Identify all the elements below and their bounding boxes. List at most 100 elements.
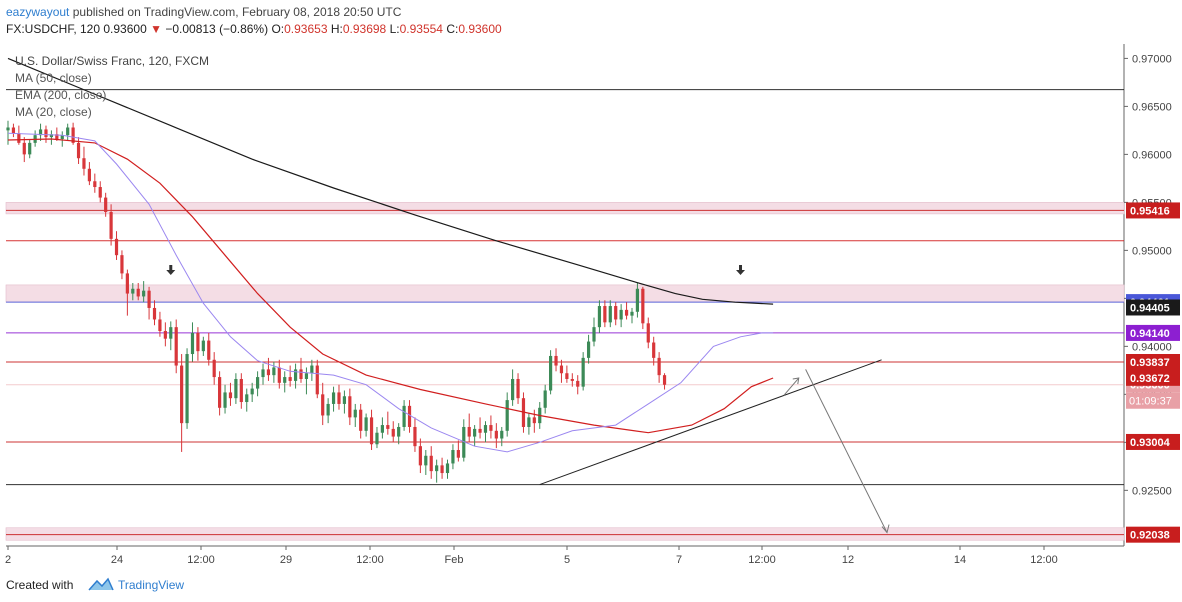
price-badge-text: 0.92038: [1130, 530, 1170, 542]
candle-body: [581, 357, 585, 387]
y-tick-label: 0.95000: [1132, 245, 1172, 257]
candle-body: [147, 290, 151, 308]
candle-body: [570, 378, 574, 381]
candle-body: [82, 158, 86, 169]
candle-body: [201, 340, 205, 352]
candle-body: [114, 238, 119, 256]
candle-body: [549, 355, 553, 391]
candle-body: [445, 463, 450, 474]
price-badge-bg: [1126, 299, 1180, 316]
x-tick-label: Feb: [445, 554, 464, 566]
candle-body: [293, 369, 298, 381]
legend-item-ma50[interactable]: MA (50, close): [15, 71, 92, 85]
candle-body: [11, 127, 16, 134]
candle-body: [532, 417, 536, 424]
candle-body: [22, 142, 26, 155]
candle-body: [288, 377, 292, 381]
candle-body: [299, 369, 303, 379]
price-badge-bg: [1126, 324, 1180, 341]
candle-body: [234, 378, 238, 399]
candle-body: [337, 392, 341, 404]
candle-body: [125, 273, 129, 294]
small-arrow-line: [783, 377, 800, 396]
symbol-label: FX:USDCHF, 120: [6, 22, 101, 36]
candle-body: [283, 377, 287, 383]
candle-body: [245, 394, 249, 403]
candle-body: [76, 142, 81, 159]
price-badge-text: 0.94405: [1130, 302, 1170, 314]
candle-body: [326, 403, 330, 416]
candle-body: [635, 288, 640, 312]
arrow-down-icon: [736, 265, 746, 275]
price-badge-bg: [1126, 433, 1180, 450]
candle-body: [272, 367, 276, 376]
candle-body: [624, 309, 629, 316]
candle-body: [662, 375, 667, 385]
legend-item-ema200[interactable]: EMA (200, close): [15, 88, 107, 102]
x-tick-label: 12: [842, 554, 854, 566]
candle-body: [131, 288, 135, 294]
open-label: O:: [271, 22, 285, 36]
candle-body: [218, 377, 222, 408]
candle-body: [489, 425, 493, 431]
candle-body: [71, 127, 75, 143]
tradingview-logo-icon[interactable]: [88, 576, 114, 592]
price-badge-bg: [1126, 202, 1180, 219]
candle-body: [310, 365, 314, 374]
published-text: published on TradingView.com, February 0…: [72, 5, 402, 19]
candle-body: [511, 378, 515, 401]
candle-body: [429, 455, 433, 472]
candle-body: [467, 426, 471, 437]
ma50-line: [7, 138, 774, 434]
high-label: H:: [330, 22, 343, 36]
candle-body: [239, 378, 243, 403]
sr-zone: [5, 284, 1125, 303]
author-link[interactable]: eazywayout: [6, 5, 70, 19]
candle-body: [592, 327, 596, 342]
candle-body: [369, 417, 374, 445]
ema200-line: [7, 57, 774, 305]
candle-body: [608, 306, 612, 323]
candle-body: [380, 425, 384, 433]
candle-body: [212, 359, 216, 378]
price-chart[interactable]: 0.970000.965000.960000.955000.950000.945…: [0, 42, 1182, 568]
price-badge-text: 0.95416: [1130, 205, 1170, 217]
candle-body: [597, 306, 602, 328]
candle-body: [109, 211, 113, 239]
candle-body: [402, 405, 406, 427]
candle-body: [49, 134, 54, 138]
candle-body: [152, 307, 157, 320]
price-badge-bg: [1126, 526, 1180, 543]
close-label: C:: [446, 22, 459, 36]
candle-body: [413, 426, 417, 447]
candle-body: [397, 426, 401, 437]
candle-body: [174, 327, 178, 366]
candle-body: [646, 323, 650, 343]
candle-body: [180, 365, 184, 424]
projection-arrow-head-icon: [881, 524, 890, 534]
projection-arrow-line: [805, 369, 888, 533]
candle-body: [473, 428, 477, 437]
countdown-badge-bg: [1126, 392, 1180, 409]
created-with-text: Created with: [6, 578, 74, 592]
candle-body: [435, 465, 439, 472]
candle-body: [359, 409, 363, 431]
candle-body: [424, 455, 428, 466]
ohlc-readout: FX:USDCHF, 120 0.93600 ▼ −0.00813 (−0.86…: [6, 22, 502, 36]
countdown-badge-text: 01:09:37: [1129, 396, 1172, 408]
candle-body: [163, 330, 167, 339]
legend-item-ma20[interactable]: MA (20, close): [15, 105, 92, 119]
tradingview-brand-link[interactable]: TradingView: [118, 578, 185, 592]
candle-body: [478, 428, 482, 433]
candle-body: [375, 432, 379, 445]
high-value: 0.93698: [342, 22, 387, 36]
candle-body: [158, 319, 162, 331]
candle-body: [315, 365, 319, 395]
small-arrow-head-icon: [792, 377, 800, 385]
y-tick-label: 0.92500: [1132, 485, 1172, 497]
low-label: L:: [389, 22, 400, 36]
candle-body: [391, 428, 395, 437]
candle-body: [418, 446, 422, 466]
candle-body: [652, 342, 656, 358]
chart-header: eazywayout published on TradingView.com,…: [0, 0, 1182, 42]
